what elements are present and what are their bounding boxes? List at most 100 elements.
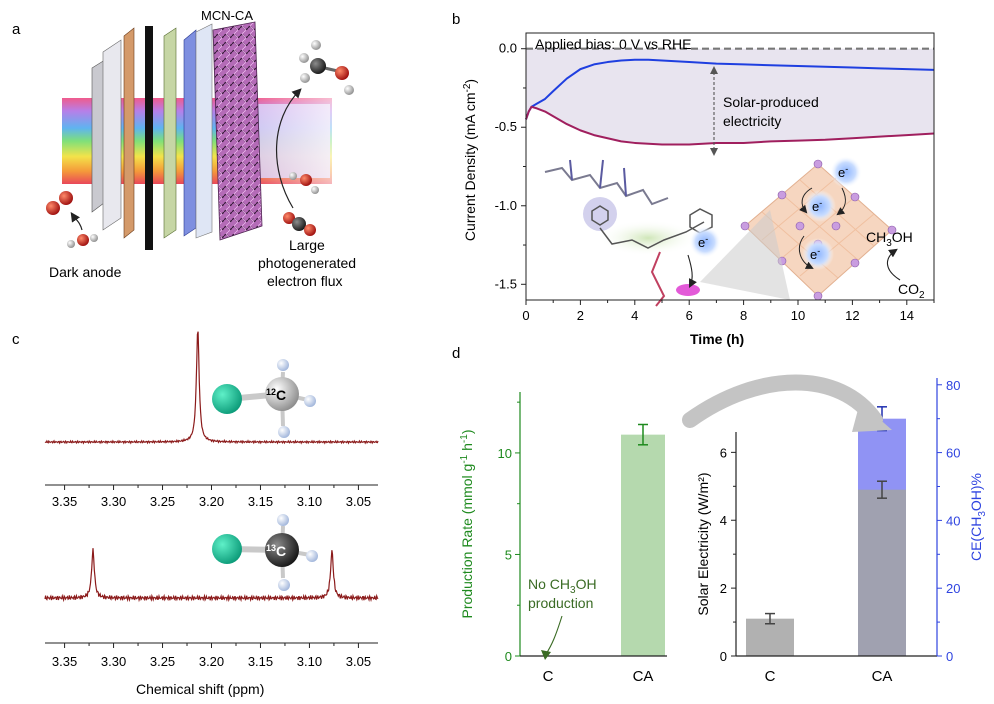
electricity-category-label: CA	[872, 668, 893, 685]
c-x-tick-label: 3.35	[52, 654, 77, 669]
molecule-12c: 12C	[212, 359, 316, 438]
anode-label: Dark anode	[49, 264, 122, 280]
layer-substrate	[195, 23, 213, 239]
electron-label-2: e-	[838, 164, 848, 180]
solar-electricity-area	[526, 48, 934, 145]
flux-label-line-1: Large	[289, 237, 325, 253]
rate-y-axis-label: Production Rate (mmol g-1 h-1)	[459, 429, 475, 618]
molecule-hydrogen	[344, 85, 354, 95]
electricity-bar-ca	[858, 489, 906, 656]
c-x-tick-label: 3.30	[101, 654, 126, 669]
electricity-category-label: C	[765, 668, 776, 685]
electricity-y-tick-label: 6	[720, 445, 727, 460]
c-x-tick-label: 3.05	[346, 654, 371, 669]
framework-node	[850, 192, 860, 202]
c-x-tick-label: 3.35	[52, 494, 77, 509]
rate-y-tick-label: 0	[505, 649, 512, 664]
layer-glass-2	[102, 39, 122, 231]
no-methanol-annotation-line-1: No CH3OH	[528, 576, 597, 596]
nmr-spectra	[44, 331, 379, 603]
isotope-label-12c: 12C	[266, 387, 286, 403]
b-x-tick-label: 4	[631, 308, 638, 323]
ce-y-tick-label: 80	[946, 378, 960, 393]
molecule-oxygen	[335, 66, 349, 80]
molecule-13c: 13C	[212, 514, 318, 591]
electricity-bar-c	[746, 618, 794, 656]
layer-blue	[183, 29, 197, 237]
c-x-tick-label: 3.10	[297, 494, 322, 509]
electricity-y-tick-label: 2	[720, 581, 727, 596]
o2-atom-2	[59, 191, 73, 205]
electron-label-1: e-	[698, 234, 708, 250]
b-y-axis-label: Current Density (mA cm-2)	[462, 79, 478, 241]
exit-beam	[250, 104, 330, 178]
framework-node	[850, 258, 860, 268]
solar-annotation-line-2: electricity	[723, 113, 781, 129]
b-x-tick-label: 2	[577, 308, 584, 323]
nmr-axes: 3.35 3.30 3.25 3.20 3.15 3.10 3.05 3.35 3.30 3.25…	[45, 484, 378, 669]
c-x-tick-label: 3.30	[101, 494, 126, 509]
current-trace-upper	[525, 58, 935, 120]
bias-annotation: Applied bias: 0 V vs RHE	[535, 36, 691, 52]
zoom-cone	[700, 210, 790, 300]
nmr-spectrum-12c	[44, 331, 379, 445]
electron-bubble-3	[804, 190, 836, 222]
carbon-13c	[265, 533, 299, 567]
rate-category-label: C	[543, 668, 554, 685]
flux-label-line-2: photogenerated	[258, 255, 356, 271]
molecule-carbon	[310, 58, 326, 74]
rate-y-tick-label: 10	[498, 446, 512, 461]
c-x-tick-label: 3.20	[199, 654, 224, 669]
ce-y-tick-label: 20	[946, 581, 960, 596]
layer-copper	[123, 27, 135, 239]
oxidation-arrow	[70, 212, 83, 231]
layer-black	[145, 26, 153, 250]
b-x-tick-label: 8	[740, 308, 747, 323]
framework-node	[813, 159, 823, 169]
panel-label-d: d	[452, 345, 460, 362]
b-y-tick-label: -1.0	[495, 198, 517, 213]
ce-y-tick-label: 60	[946, 446, 960, 461]
layer-green	[163, 27, 177, 239]
rate-category-label: CA	[633, 668, 654, 685]
anode-water-oxygen	[77, 234, 89, 246]
o2-atom-1	[46, 201, 60, 215]
isotope-label-13c: 13C	[266, 543, 286, 559]
c-x-tick-label: 3.10	[297, 654, 322, 669]
framework-node	[813, 291, 823, 301]
reduction-arrow	[276, 88, 302, 209]
heteroatom-12c	[212, 384, 242, 414]
c-x-tick-label: 3.05	[346, 494, 371, 509]
framework-node	[887, 225, 897, 235]
reactant-label: CO2	[898, 281, 925, 301]
water-oxygen	[300, 174, 312, 186]
panel-b: b e- e- e- e-	[452, 11, 935, 347]
b-x-tick-label: 12	[845, 308, 859, 323]
co2-carbon	[292, 217, 306, 231]
electricity-y-tick-label: 0	[720, 649, 727, 664]
panel-c: c 3.35 3.30 3.25 3.20 3.15 3.10 3.053.35 3.30 3.…	[12, 331, 379, 697]
b-x-tick-label: 14	[900, 308, 914, 323]
device-label: MCN-CA	[201, 8, 253, 23]
b-x-axis-label: Time (h)	[690, 331, 744, 347]
flux-label-line-3: electron flux	[267, 273, 342, 289]
c-x-tick-label: 3.15	[248, 654, 273, 669]
framework-node	[740, 221, 750, 231]
linker-highlight	[583, 197, 617, 231]
current-density-traces	[525, 47, 935, 146]
panel-a: a MCN-CA	[12, 8, 356, 289]
solar-annotation-line-1: Solar-produced	[723, 94, 819, 110]
b-y-tick-label: -0.5	[495, 119, 517, 134]
panel-label-a: a	[12, 21, 21, 38]
production-rate-chart: 0 5 10 C CA Production Rate (mmol g-1 h-1)	[459, 392, 667, 685]
panel-label-b: b	[452, 11, 460, 28]
current-density-axes: 0 2 4 6 8 10 12 14 -1.5 -1.0 -0.5 0.0	[495, 32, 935, 323]
b-x-tick-label: 6	[686, 308, 693, 323]
shaded-region	[526, 48, 934, 145]
product-label: CH3OH	[866, 229, 913, 249]
b-x-tick-label: 10	[791, 308, 805, 323]
electron-label-3: e-	[812, 198, 822, 214]
